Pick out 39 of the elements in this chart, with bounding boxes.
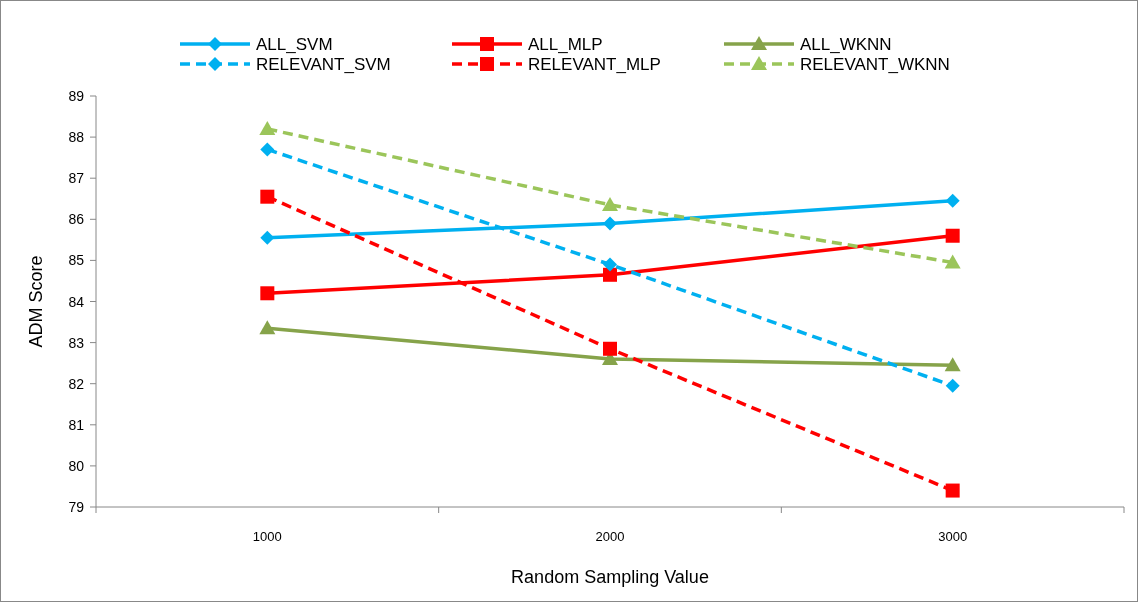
y-tick-label: 84 — [68, 293, 85, 310]
point — [260, 230, 275, 245]
point — [260, 286, 275, 301]
x-axis-title: Random Sampling Value — [511, 567, 709, 587]
y-tick-label: 89 — [68, 88, 85, 104]
point — [603, 216, 617, 231]
point — [603, 257, 617, 272]
y-tick-label: 88 — [68, 129, 85, 146]
point — [259, 320, 276, 335]
y-tick-label: 79 — [68, 499, 85, 515]
point — [259, 120, 276, 135]
point — [602, 196, 618, 211]
point — [260, 189, 275, 204]
y-tick-label: 86 — [68, 211, 85, 228]
x-tick-label: 2000 — [595, 529, 625, 544]
y-tick-label: 81 — [68, 416, 85, 433]
legend-label: RELEVANT_WKNN — [800, 55, 950, 74]
y-axis-title: ADM Score — [26, 255, 46, 348]
y-tick-label: 85 — [68, 252, 85, 269]
point — [944, 254, 961, 269]
point — [945, 483, 960, 498]
legend-label: RELEVANT_SVM — [256, 55, 391, 74]
y-tick-label: 80 — [68, 457, 85, 474]
point — [260, 142, 275, 157]
legend-label: ALL_SVM — [256, 35, 333, 54]
y-tick-label: 83 — [68, 334, 85, 351]
legend-label: ALL_WKNN — [800, 35, 892, 54]
x-tick-label: 1000 — [252, 529, 282, 544]
legend-label: RELEVANT_MLP — [528, 55, 661, 74]
point — [945, 378, 960, 393]
point — [603, 267, 617, 282]
point — [944, 357, 961, 372]
point — [603, 341, 617, 356]
point — [945, 228, 960, 243]
y-tick-label: 87 — [68, 170, 85, 187]
x-tick-label: 3000 — [938, 529, 968, 544]
point — [945, 193, 960, 208]
legend-label: ALL_MLP — [528, 35, 603, 54]
y-tick-label: 82 — [68, 375, 85, 392]
